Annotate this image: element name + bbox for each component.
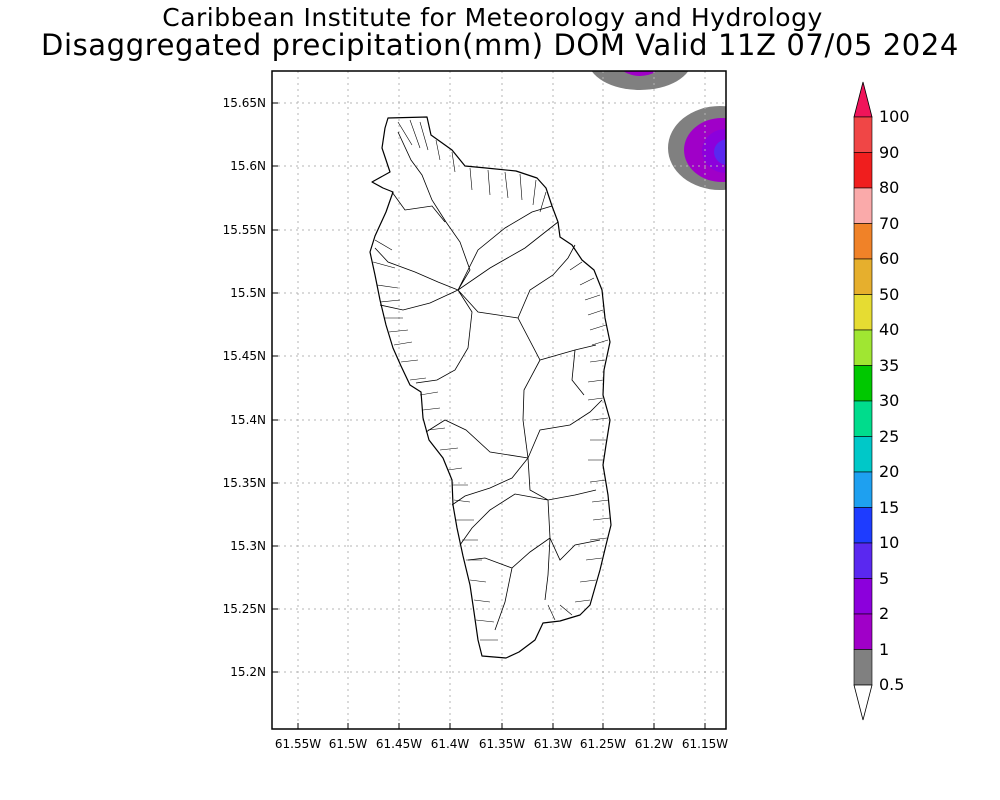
colorbar-bottom-arrow xyxy=(853,684,873,721)
colorbar-top-arrow xyxy=(853,81,873,118)
precip-gray-top xyxy=(591,71,689,90)
coastal-rivers-west xyxy=(372,239,498,641)
colorbar-swatch xyxy=(853,436,873,473)
colorbar-swatch xyxy=(853,578,873,615)
title-institute: Caribbean Institute for Meteorology and … xyxy=(162,3,823,32)
colorbar-swatch xyxy=(853,329,873,366)
colorbar-swatch xyxy=(853,152,873,189)
colorbar-swatch xyxy=(853,507,873,544)
map-gridlines xyxy=(272,71,726,729)
axis-tick-marks xyxy=(272,102,706,729)
lat-label: 15.2N xyxy=(230,665,266,679)
lon-label: 61.55W xyxy=(275,737,321,751)
colorbar-label: 100 xyxy=(879,107,910,126)
colorbar-label: 70 xyxy=(879,213,900,233)
colorbar-boxes xyxy=(853,116,873,686)
colorbar-swatch xyxy=(853,471,873,508)
colorbar-label: 90 xyxy=(879,142,900,162)
lat-label: 15.35N xyxy=(223,476,266,490)
lon-label: 61.3W xyxy=(534,737,573,751)
longitude-labels: 61.55W 61.5W 61.45W 61.4W 61.35W 61.3W 6… xyxy=(275,737,728,751)
lat-label: 15.4N xyxy=(230,413,266,427)
colorbar-label: 40 xyxy=(879,320,900,339)
latitude-labels: 15.65N 15.6N 15.55N 15.5N 15.45N 15.4N 1… xyxy=(223,96,266,679)
precip-purple-top xyxy=(623,71,657,76)
lon-label: 61.2W xyxy=(635,737,674,751)
colorbar-label: 10 xyxy=(879,533,900,552)
colorbar-label: 30 xyxy=(879,391,900,410)
precip-blueviolet-right xyxy=(714,139,726,165)
colorbar-label: 50 xyxy=(879,284,900,304)
lon-label: 61.35W xyxy=(479,737,525,751)
colorbar-swatch xyxy=(853,258,873,295)
lon-label: 61.25W xyxy=(580,737,626,751)
colorbar-label: 35 xyxy=(879,355,900,375)
colorbar-label: 2 xyxy=(879,604,890,623)
colorbar-label: 25 xyxy=(879,426,900,446)
coastal-rivers-north xyxy=(397,119,547,213)
colorbar-swatch xyxy=(853,365,873,402)
colorbar xyxy=(853,81,873,721)
title-product: Disaggregated precipitation(mm) DOM Vali… xyxy=(41,28,959,62)
island-outline xyxy=(369,116,612,659)
map-frame xyxy=(271,70,727,730)
lat-label: 15.6N xyxy=(230,159,266,173)
coastal-rivers-east xyxy=(547,261,611,621)
lon-label: 61.4W xyxy=(431,737,470,751)
lat-label: 15.55N xyxy=(223,223,266,237)
lon-label: 61.15W xyxy=(682,737,728,751)
colorbar-swatch xyxy=(853,649,873,686)
watershed-boundaries xyxy=(374,131,603,631)
colorbar-label: 15 xyxy=(879,497,900,517)
lon-label: 61.45W xyxy=(376,737,422,751)
colorbar-label: 5 xyxy=(879,568,890,588)
colorbar-swatch xyxy=(853,116,873,153)
colorbar-label: 1 xyxy=(879,639,890,659)
lon-label: 61.5W xyxy=(329,737,368,751)
colorbar-label: 60 xyxy=(879,249,900,268)
island-dominica xyxy=(369,116,612,659)
lat-label: 15.3N xyxy=(230,539,266,553)
lat-label: 15.65N xyxy=(223,96,266,110)
colorbar-swatch xyxy=(853,542,873,579)
lat-label: 15.45N xyxy=(223,349,266,363)
colorbar-swatch xyxy=(853,223,873,260)
colorbar-swatch xyxy=(853,294,873,331)
colorbar-label: 80 xyxy=(879,178,900,197)
lat-label: 15.5N xyxy=(230,286,266,300)
lat-label: 15.25N xyxy=(223,602,266,616)
colorbar-label: 0.5 xyxy=(879,675,905,694)
colorbar-swatch xyxy=(853,187,873,224)
colorbar-swatch xyxy=(853,613,873,650)
colorbar-label: 20 xyxy=(879,462,900,481)
colorbar-swatch xyxy=(853,400,873,437)
